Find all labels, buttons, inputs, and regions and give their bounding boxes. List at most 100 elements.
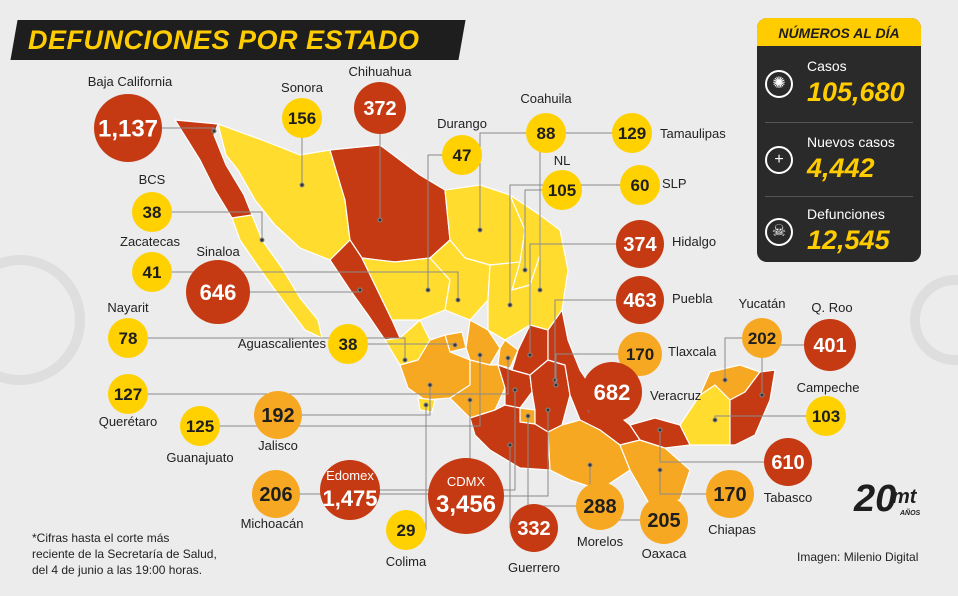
leader-dot-16 (722, 377, 728, 383)
logo-number: 20 (854, 478, 897, 520)
state-value-21: 127 (114, 385, 142, 404)
state-value-1: 1,137 (98, 116, 158, 143)
state-value-11: 41 (143, 263, 162, 282)
leader-dot-14 (402, 357, 408, 363)
stat-value: 105,680 (807, 77, 905, 107)
state-label-1: Baja California (88, 74, 173, 89)
leader-dot-25 (467, 397, 473, 403)
state-value-31: 332 (517, 518, 550, 540)
state-quintana-roo (729, 369, 776, 446)
state-label-6: Tamaulipas (660, 126, 726, 141)
state-value-16: 202 (748, 329, 776, 348)
state-value-3: 372 (363, 98, 396, 120)
state-value-20: 103 (812, 407, 840, 426)
state-badge-20 (806, 396, 846, 436)
state-value-26: 1,475 (322, 486, 377, 511)
leader-dot-12 (357, 287, 363, 293)
leader-dot-27 (545, 407, 551, 413)
stat-label: Nuevos casos (807, 134, 895, 150)
stat-casos: ✺ Casos 105,680 (757, 50, 921, 120)
leader-dot-8 (507, 302, 513, 308)
state-label-10: Hidalgo (672, 234, 716, 249)
leader-dot-11 (455, 297, 461, 303)
state-label-11: Zacatecas (120, 234, 180, 249)
leader-dot-32 (587, 462, 593, 468)
state-label-27: CDMX (447, 474, 486, 489)
state-value-14: 78 (119, 329, 138, 348)
state-badge-27 (428, 458, 504, 534)
leader-dot-5 (477, 227, 483, 233)
state-value-28: 288 (583, 496, 616, 518)
state-label-13: Puebla (672, 291, 713, 306)
footnote: *Cifras hasta el corte más reciente de l… (32, 530, 217, 578)
leader-dot-28 (525, 413, 531, 419)
leader-dot-20 (712, 417, 718, 423)
leader-dot-24 (657, 427, 663, 433)
leader-dot-26 (512, 387, 518, 393)
state-label-16: Yucatán (739, 296, 786, 311)
leader-dot-7 (522, 267, 528, 273)
state-badge-10 (616, 220, 664, 268)
state-label-2: Sonora (281, 80, 324, 95)
state-badge-28 (576, 482, 624, 530)
state-badge-17 (804, 319, 856, 371)
state-label-19: Veracruz (650, 388, 701, 403)
state-label-28: Morelos (577, 534, 624, 549)
leader-line-11 (152, 271, 459, 300)
state-value-22: 125 (186, 417, 214, 436)
leader-line-14 (128, 337, 406, 360)
logo-brand: mt (892, 486, 917, 508)
leader-dot-17 (759, 392, 765, 398)
leader-dot-30 (423, 402, 429, 408)
state-badge-21 (108, 374, 148, 414)
stat-value: 12,545 (807, 225, 890, 255)
state-badge-32 (640, 496, 688, 544)
stat-defunciones: ☠ Defunciones 12,545 (757, 198, 921, 268)
state-badge-11 (132, 252, 172, 292)
leader-line-5 (479, 132, 546, 230)
state-label-12: Sinaloa (196, 244, 240, 259)
state-label-5: Coahuila (520, 91, 572, 106)
state-badge-22 (180, 406, 220, 446)
state-badge-7 (542, 170, 582, 210)
state-label-4: Durango (437, 116, 487, 131)
state-value-5: 88 (537, 124, 556, 143)
leader-line-10 (529, 243, 640, 355)
leader-line-26 (350, 390, 516, 491)
state-label-29: Chiapas (708, 522, 756, 537)
state-value-4: 47 (453, 146, 472, 165)
leader-dot-6 (537, 287, 543, 293)
leader-dot-10 (527, 352, 533, 358)
state-badge-29 (706, 470, 754, 518)
background-virus-icon (0, 255, 958, 385)
state-label-8: SLP (662, 176, 687, 191)
stat-label: Casos (807, 58, 847, 74)
state-puebla (529, 359, 571, 433)
leader-dot-18 (553, 382, 559, 388)
stat-label: Defunciones (807, 206, 885, 222)
leader-dot-15 (452, 342, 458, 348)
state-label-18: Tlaxcala (668, 344, 717, 359)
leader-dot-29 (657, 467, 663, 473)
state-value-13: 463 (623, 290, 656, 312)
state-label-26: Edomex (326, 468, 374, 483)
stat-nuevos-casos: + Nuevos casos 4,442 (757, 126, 921, 196)
state-label-23: Jalisco (258, 438, 298, 453)
plus-icon: + (765, 146, 793, 174)
state-badge-30 (386, 510, 426, 550)
image-credit: Imagen: Milenio Digital (797, 550, 919, 564)
state-badge-15 (328, 324, 368, 364)
state-badge-5 (526, 113, 566, 153)
state-badge-4 (442, 135, 482, 175)
footnote-line: *Cifras hasta el corte más (32, 531, 170, 545)
leader-line-23 (278, 385, 431, 416)
state-label-30: Colima (386, 554, 427, 569)
state-sinaloa (329, 239, 401, 341)
state-badge-13 (616, 276, 664, 324)
state-badge-24 (764, 438, 812, 486)
leader-dot-2 (299, 182, 305, 188)
leader-line-13 (554, 299, 640, 380)
leader-line-18 (555, 353, 640, 385)
leader-line-9 (152, 211, 263, 240)
